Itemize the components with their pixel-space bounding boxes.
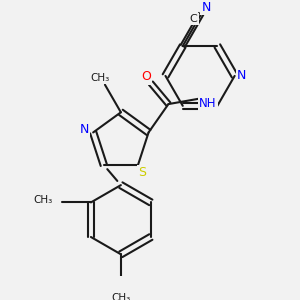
Text: S: S [139,166,146,179]
Text: CH₃: CH₃ [111,292,130,300]
Text: C: C [190,14,198,24]
Text: N: N [237,69,247,82]
Text: CH₃: CH₃ [91,73,110,83]
Text: N: N [202,1,211,13]
Text: N: N [80,123,89,136]
Text: O: O [141,70,151,83]
Text: NH: NH [199,98,217,110]
Text: CH₃: CH₃ [33,195,53,205]
